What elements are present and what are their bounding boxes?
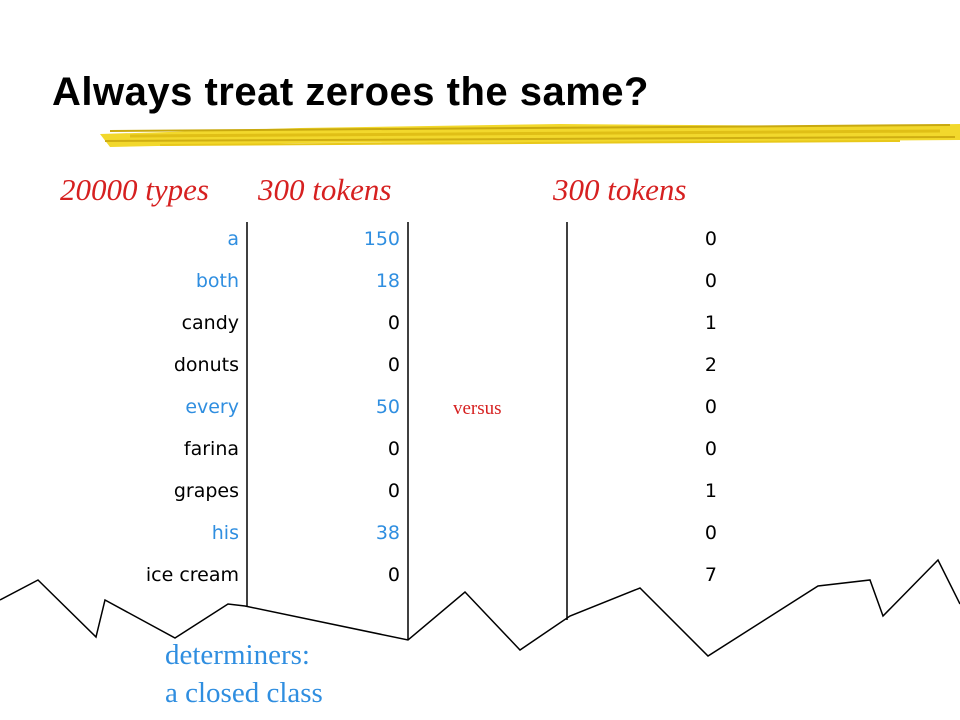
- count-300-a: 0: [387, 354, 400, 376]
- versus-label: versus: [453, 398, 502, 419]
- count-300-a: 0: [387, 564, 400, 586]
- count-300-b: 2: [704, 354, 717, 376]
- count-300-a: 0: [387, 480, 400, 502]
- word-cell: ice cream: [145, 564, 239, 586]
- word-cell: every: [185, 396, 239, 418]
- word-cell: donuts: [173, 354, 239, 376]
- header-tokens-2: 300 tokens: [553, 172, 687, 207]
- word-cell: both: [195, 270, 239, 292]
- count-300-a: 150: [363, 228, 400, 250]
- note-line-2: a closed class: [165, 677, 323, 709]
- count-300-a: 18: [375, 270, 400, 292]
- count-300-a: 50: [375, 396, 400, 418]
- word-cell: candy: [181, 312, 239, 334]
- count-300-b: 0: [704, 438, 717, 460]
- count-300-b: 1: [704, 312, 717, 334]
- word-cell: grapes: [173, 480, 239, 502]
- count-300-b: 0: [704, 522, 717, 544]
- slide-title: Always treat zeroes the same?: [52, 70, 649, 114]
- count-300-b: 1: [704, 480, 717, 502]
- title-underline: [100, 124, 960, 147]
- word-cell: farina: [183, 438, 239, 460]
- count-300-a: 0: [387, 312, 400, 334]
- determiners-note: determiners: a closed class: [165, 636, 323, 712]
- count-300-a: 38: [375, 522, 400, 544]
- count-300-b: 0: [704, 228, 717, 250]
- word-cell: a: [227, 228, 239, 250]
- zigzag-line: [0, 558, 960, 657]
- count-300-b: 0: [704, 270, 717, 292]
- word-cell: his: [211, 522, 239, 544]
- count-300-b: 7: [704, 564, 717, 586]
- count-300-a: 0: [387, 438, 400, 460]
- note-line-1: determiners:: [165, 639, 310, 671]
- header-tokens-1: 300 tokens: [258, 172, 392, 207]
- count-300-b: 0: [704, 396, 717, 418]
- header-types: 20000 types: [60, 172, 209, 207]
